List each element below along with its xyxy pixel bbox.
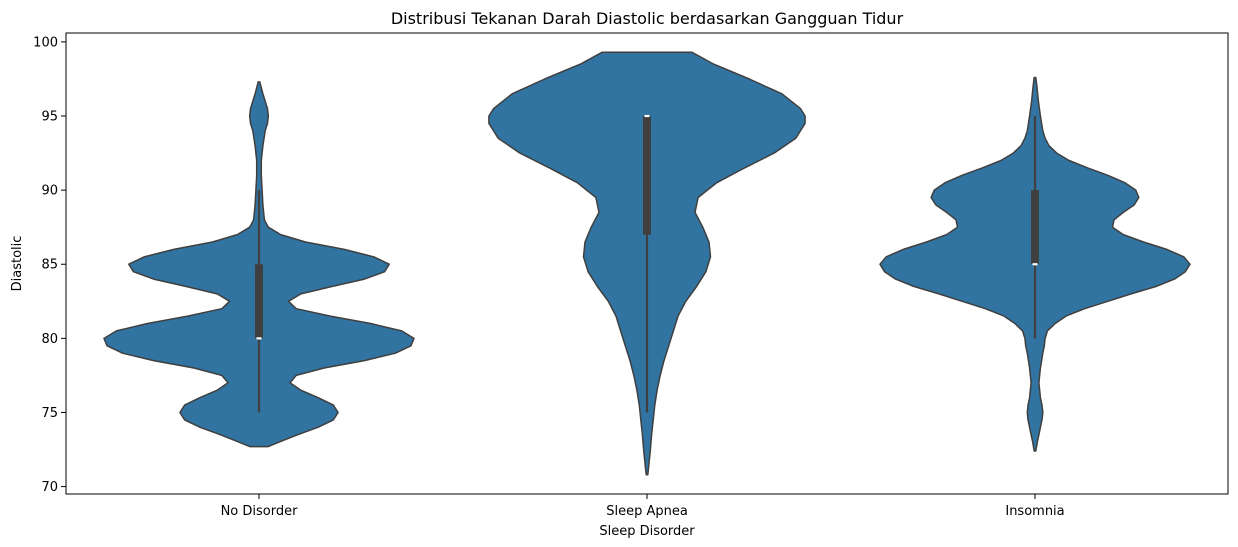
y-axis: 70 75 80 85 90 95 100 (33, 35, 66, 495)
y-tick-label: 90 (41, 184, 58, 199)
violin-iqr-box (643, 116, 651, 235)
y-tick-label: 95 (41, 110, 58, 125)
x-axis: No Disorder Sleep Apnea Insomnia (221, 494, 1065, 519)
violin-insomnia (879, 76, 1191, 452)
y-tick-label: 80 (41, 332, 58, 347)
x-tick-label: Sleep Apnea (606, 504, 688, 519)
violin-iqr-box (255, 264, 263, 339)
violin-iqr-box (1031, 190, 1039, 265)
y-tick-label: 100 (33, 35, 58, 50)
violin-no-disorder (103, 81, 415, 448)
y-tick-label: 70 (41, 480, 58, 495)
y-tick-label: 85 (41, 258, 58, 273)
y-tick-label: 75 (41, 406, 58, 421)
violin-sleep-apnea (488, 51, 806, 476)
x-axis-label: Sleep Disorder (599, 524, 695, 539)
y-axis-label: Diastolic (10, 236, 25, 292)
chart-title: Distribusi Tekanan Darah Diastolic berda… (391, 9, 904, 28)
x-tick-label: Insomnia (1005, 504, 1064, 519)
violins-layer (103, 51, 1191, 476)
x-tick-label: No Disorder (221, 504, 299, 519)
